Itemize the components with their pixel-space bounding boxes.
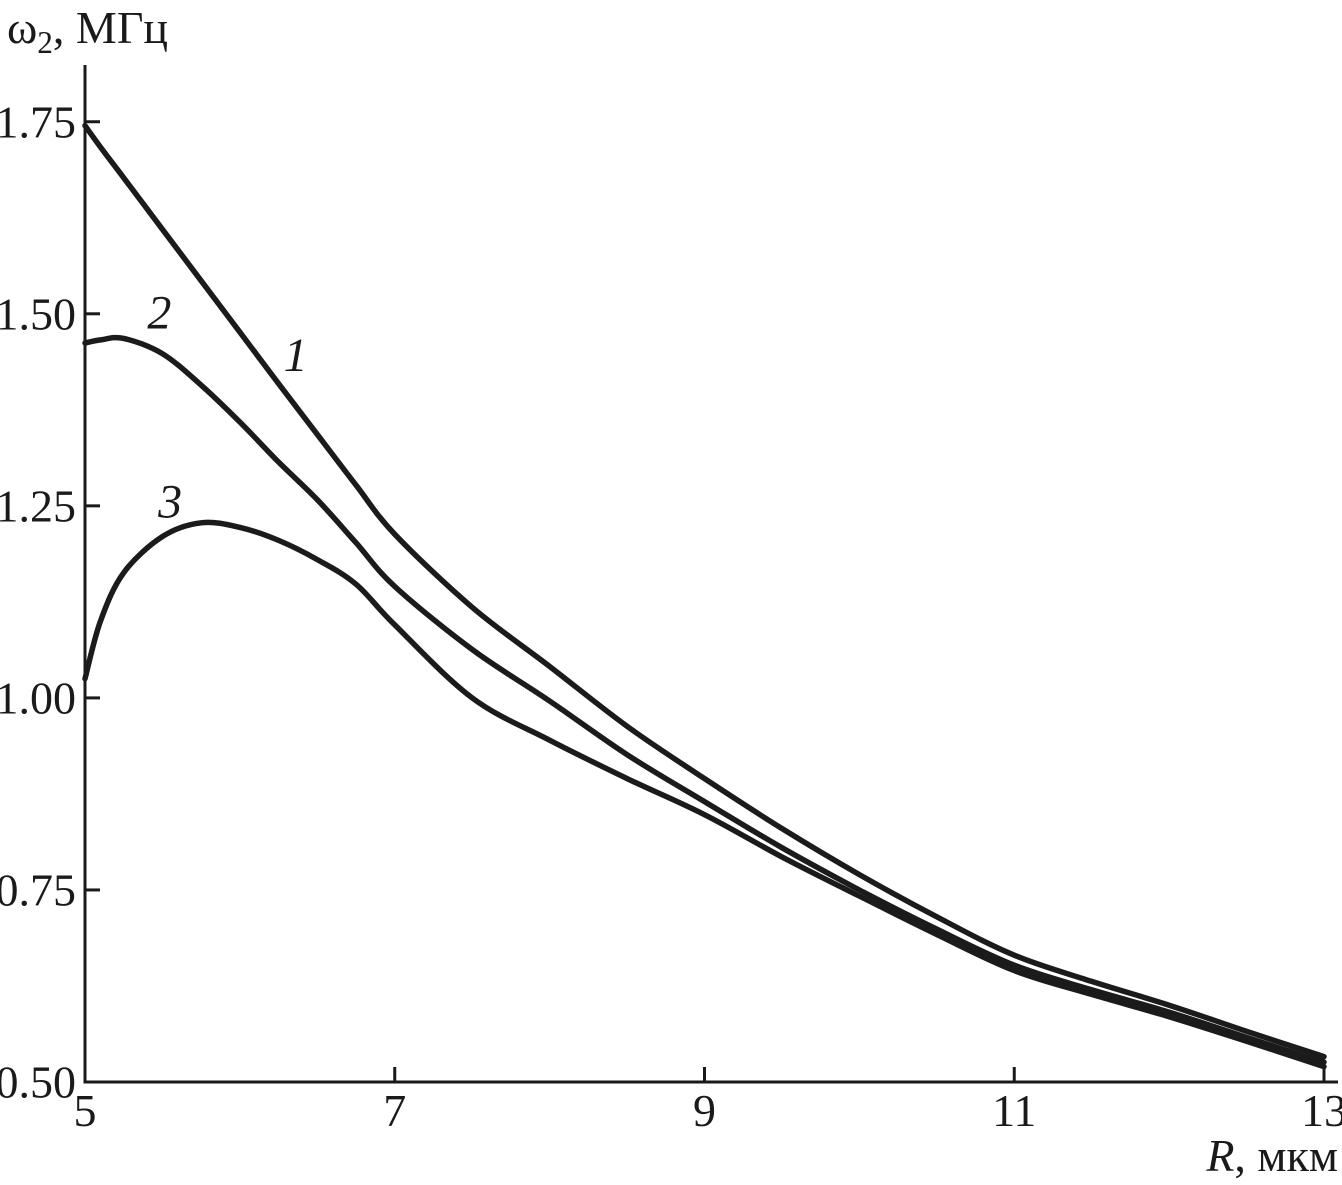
curve-label-1: 1 <box>284 329 308 382</box>
x-tick-label: 11 <box>992 1085 1036 1136</box>
curve-1 <box>82 122 1327 1060</box>
y-axis-symbol: ω <box>7 2 38 53</box>
y-axis-subscript: 2 <box>37 25 53 61</box>
x-tick-label: 5 <box>74 1085 97 1136</box>
curve-3 <box>82 519 1327 1070</box>
x-axis-variable: R <box>1206 1130 1235 1181</box>
y-tick-label: 0.50 <box>0 1057 76 1108</box>
y-axis-units: , МГц <box>52 2 169 53</box>
curve-label-3: 3 <box>157 476 182 529</box>
x-tick-label: 13 <box>1301 1085 1342 1136</box>
y-tick-label: 0.75 <box>0 864 76 915</box>
y-tick-label: 1.00 <box>0 672 76 723</box>
x-tick-label: 9 <box>693 1085 716 1136</box>
y-axis-title: ω2, МГц <box>7 2 169 58</box>
y-tick-label: 1.25 <box>0 480 76 531</box>
curve-2 <box>82 334 1327 1065</box>
y-tick-label: 1.50 <box>0 288 76 339</box>
x-axis-title: R, мкм <box>1206 1130 1338 1182</box>
x-axis-units: , мкм <box>1234 1130 1338 1181</box>
axis-lines <box>83 65 1338 1084</box>
x-tick-label: 7 <box>383 1085 406 1136</box>
curve-label-2: 2 <box>147 287 171 340</box>
y-tick-label: 1.75 <box>0 96 76 147</box>
